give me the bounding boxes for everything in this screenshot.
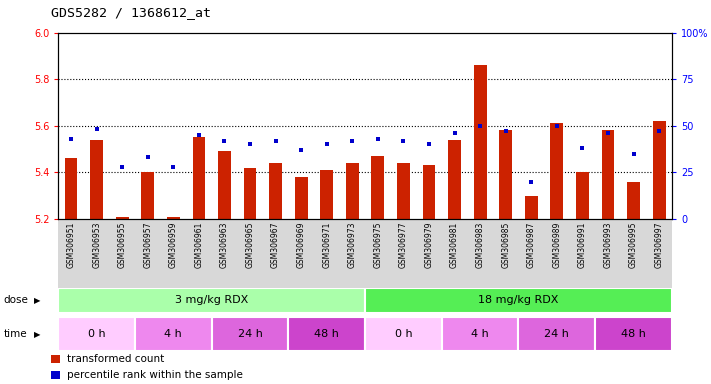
Bar [365, 317, 442, 351]
Text: 0 h: 0 h [395, 329, 412, 339]
Bar [474, 65, 486, 219]
Bar [321, 170, 333, 219]
Text: transformed count: transformed count [67, 354, 164, 364]
Bar [167, 217, 180, 219]
Bar [576, 172, 589, 219]
Bar [525, 195, 538, 219]
Bar [65, 158, 77, 219]
Text: 4 h: 4 h [164, 329, 182, 339]
Text: 0 h: 0 h [88, 329, 105, 339]
Text: 48 h: 48 h [314, 329, 339, 339]
Bar [135, 317, 212, 351]
Text: 3 mg/kg RDX: 3 mg/kg RDX [175, 295, 248, 306]
Bar [295, 177, 308, 219]
Bar [58, 288, 365, 313]
Text: ▶: ▶ [34, 296, 41, 305]
Bar [346, 163, 359, 219]
Bar [289, 317, 365, 351]
Bar [397, 163, 410, 219]
Bar [269, 163, 282, 219]
Bar [595, 317, 672, 351]
Bar [422, 166, 435, 219]
Bar [58, 317, 135, 351]
Bar [218, 151, 231, 219]
Text: 24 h: 24 h [545, 329, 570, 339]
Text: 18 mg/kg RDX: 18 mg/kg RDX [479, 295, 559, 306]
Text: 4 h: 4 h [471, 329, 489, 339]
Bar [244, 168, 257, 219]
Bar [193, 137, 205, 219]
Bar [371, 156, 384, 219]
Bar [448, 140, 461, 219]
Bar [627, 182, 640, 219]
Bar [365, 288, 672, 313]
Bar [653, 121, 665, 219]
Bar [212, 317, 289, 351]
Text: 48 h: 48 h [621, 329, 646, 339]
Bar [141, 172, 154, 219]
Text: time: time [4, 329, 27, 339]
Text: dose: dose [4, 295, 28, 306]
Bar [602, 131, 614, 219]
Bar [442, 317, 518, 351]
Bar [499, 131, 512, 219]
Text: GDS5282 / 1368612_at: GDS5282 / 1368612_at [51, 6, 211, 19]
Bar [550, 123, 563, 219]
Text: ▶: ▶ [34, 329, 41, 339]
Text: 24 h: 24 h [237, 329, 262, 339]
Bar [90, 140, 103, 219]
Bar [518, 317, 595, 351]
Bar [116, 217, 129, 219]
Text: percentile rank within the sample: percentile rank within the sample [67, 370, 242, 380]
